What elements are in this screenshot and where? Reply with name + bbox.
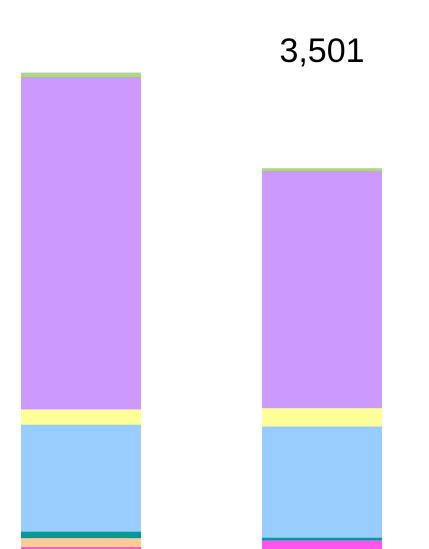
bar-1-segment-6: [21, 77, 141, 409]
bar-1-segment-2: [21, 538, 141, 547]
bar-2-segment-4: [262, 426, 382, 537]
bar-2-segment-7: [262, 168, 382, 171]
bar-1-segment-3: [21, 532, 141, 539]
bar-1-segment-7: [21, 73, 141, 77]
bars-group: [21, 73, 382, 549]
bar-2-segment-6: [262, 171, 382, 408]
bar-1-segment-5: [21, 409, 141, 424]
bar-1-segment-4: [21, 425, 141, 532]
data-labels-group: 3,501: [279, 32, 364, 70]
bar-2-segment-1: [262, 540, 382, 549]
bar-2-segment-3: [262, 538, 382, 541]
bar-2-total-label: 3,501: [279, 32, 364, 70]
bar-2-segment-5: [262, 408, 382, 426]
